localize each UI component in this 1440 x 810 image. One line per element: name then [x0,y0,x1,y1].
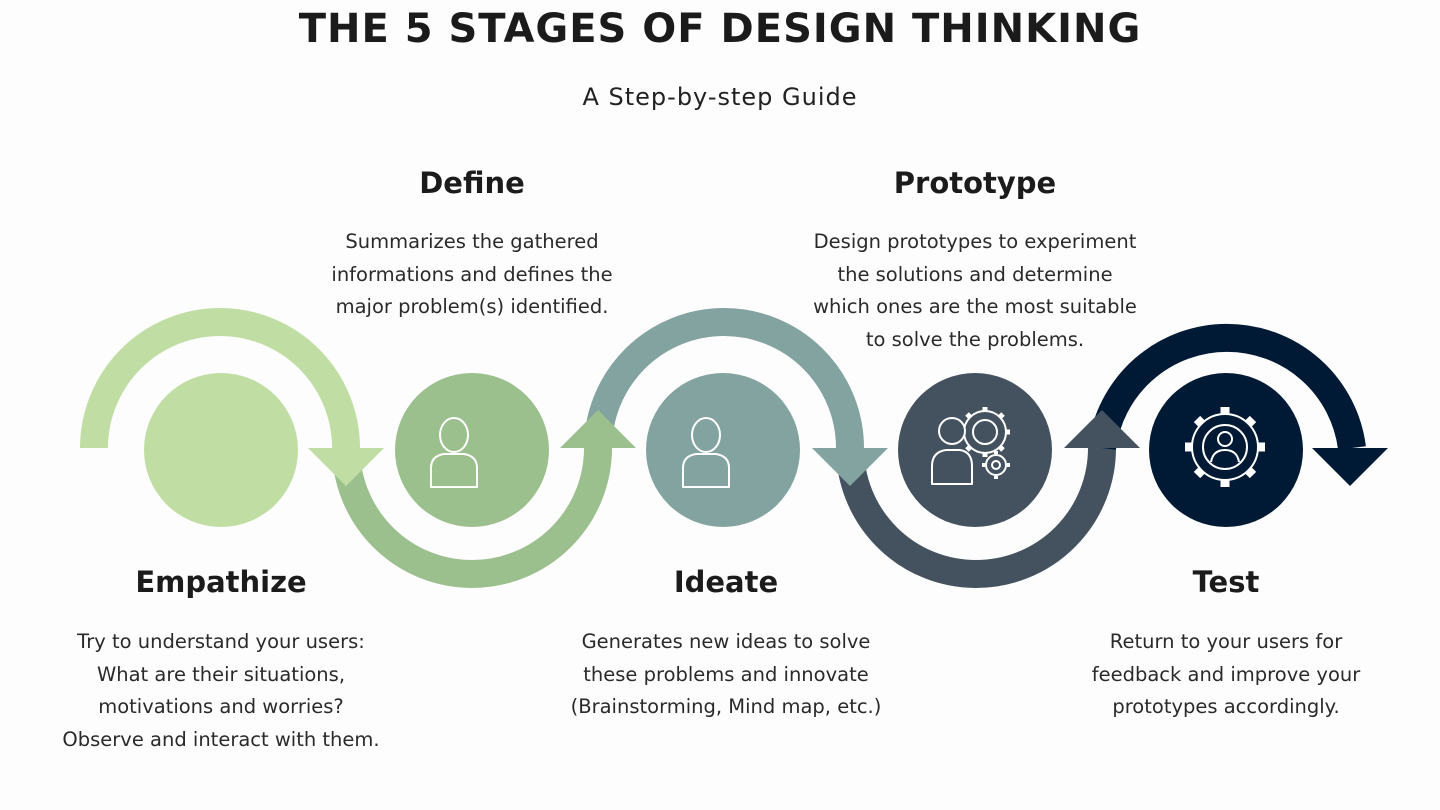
empathize-arrowhead [308,448,384,486]
stage-title-ideate: Ideate [673,565,779,599]
team-gears-icon [931,407,1010,485]
ideate-arc [584,308,864,449]
stage-title-define: Define [419,166,525,200]
description-line: Try to understand your users: [77,630,365,653]
empathize-circle [144,373,298,527]
person-icon [430,417,478,488]
define-circle [395,373,549,527]
ideate-arrowhead [812,448,888,486]
stage-description-empathize: Try to understand your users: What are t… [11,626,431,756]
prototype-arrowhead [1064,410,1140,448]
description-line: Return to your users for [1109,630,1343,653]
description-line: (Brainstorming, Mind map, etc.) [570,695,882,718]
stage-title-prototype: Prototype [893,166,1057,200]
stage-description-test: Return to your users for feedback and im… [1016,626,1436,724]
test-arrowhead [1312,448,1388,486]
test-arc [1088,323,1366,450]
stage-description-ideate: Generates new ideas to solve these probl… [516,626,936,724]
description-line: Observe and interact with them. [62,727,380,751]
ideate-circle [646,373,800,527]
empathize-arc [80,308,360,449]
description-line: prototypes accordingly. [1112,695,1340,718]
description-line: Summarizes the gathered [345,230,599,253]
page-subtitle: A Step-by-step Guide [582,83,858,111]
description-line: these problems and innovate [583,662,869,686]
prototype-arc [836,447,1116,588]
define-arrowhead [560,410,636,448]
description-line: What are their situations, [96,662,346,686]
page-title: THE 5 STAGES OF DESIGN THINKING [298,6,1142,52]
define-arc [332,447,612,588]
stage-description-prototype: Design prototypes to experiment the solu… [765,226,1185,356]
user-gear-icon [1185,407,1265,487]
person-icon [682,417,730,488]
description-line: which ones are the most suitable [813,295,1137,318]
stage-title-test: Test [1192,565,1260,599]
description-line: to solve the problems. [865,327,1085,351]
description-line: Generates new ideas to solve [581,630,871,653]
description-line: motivations and worries? [98,695,344,718]
description-line: the solutions and determine [837,262,1113,286]
description-line: Design prototypes to experiment [813,230,1137,253]
description-line: feedback and improve your [1091,662,1361,686]
description-line: major problem(s) identified. [335,295,609,318]
description-line: informations and defines the [331,262,613,286]
stage-description-define: Summarizes the gathered informations and… [262,226,682,324]
stage-title-empathize: Empathize [135,565,307,599]
